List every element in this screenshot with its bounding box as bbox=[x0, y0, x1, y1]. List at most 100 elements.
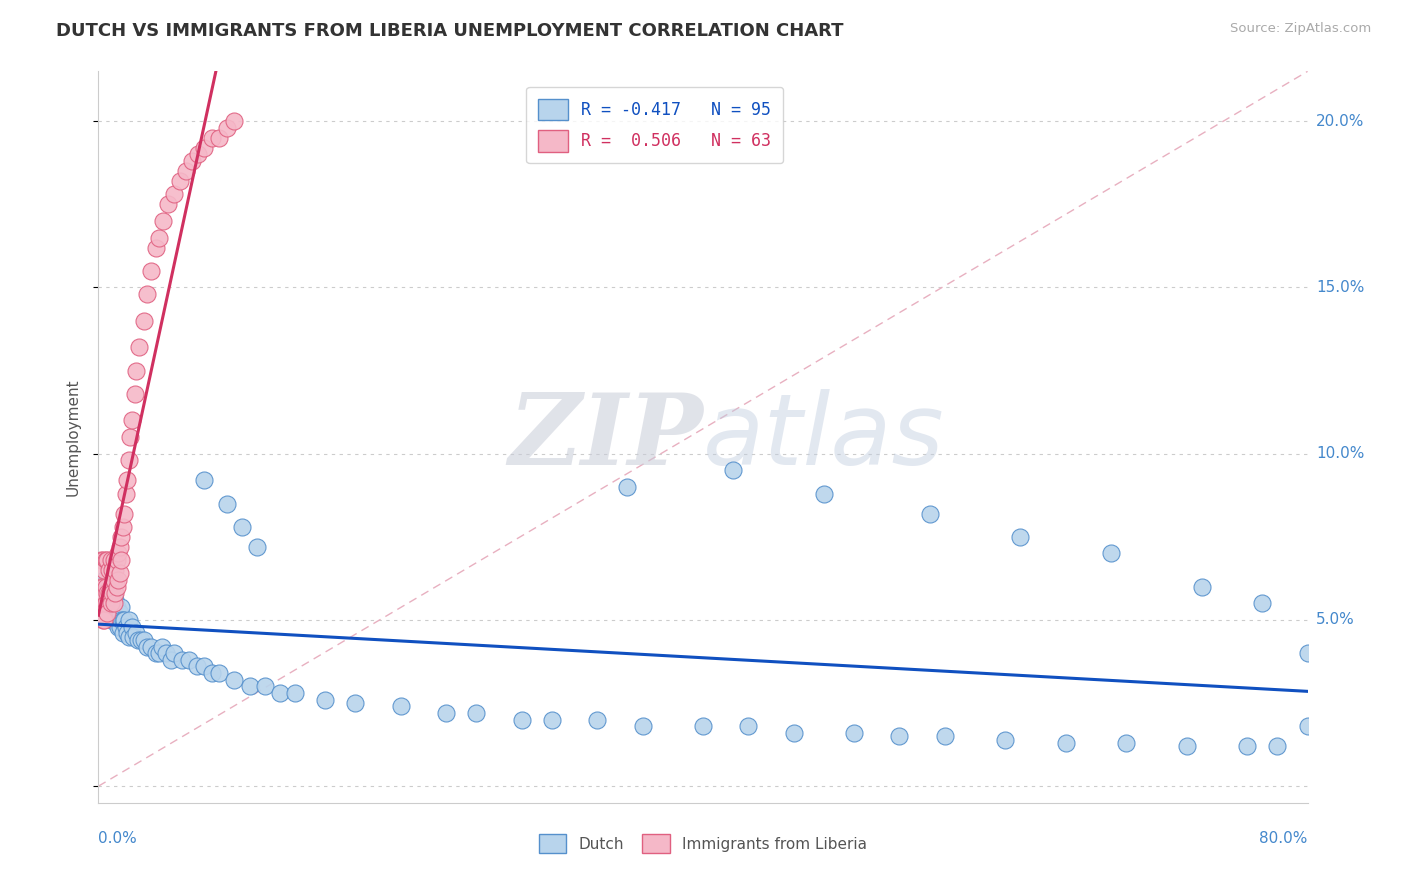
Text: Source: ZipAtlas.com: Source: ZipAtlas.com bbox=[1230, 22, 1371, 36]
Point bbox=[91, 586, 114, 600]
Point bbox=[108, 540, 131, 554]
Point bbox=[101, 586, 124, 600]
Point bbox=[179, 653, 201, 667]
Point bbox=[215, 120, 238, 135]
Text: DUTCH VS IMMIGRANTS FROM LIBERIA UNEMPLOYMENT CORRELATION CHART: DUTCH VS IMMIGRANTS FROM LIBERIA UNEMPLO… bbox=[56, 22, 844, 40]
Point bbox=[110, 553, 132, 567]
Point bbox=[96, 553, 118, 567]
Y-axis label: Unemployment: Unemployment bbox=[65, 378, 80, 496]
Point bbox=[89, 607, 111, 621]
Point bbox=[150, 640, 173, 654]
Point bbox=[132, 314, 155, 328]
Point bbox=[889, 729, 911, 743]
Point bbox=[107, 546, 129, 560]
Point bbox=[253, 680, 276, 694]
Point bbox=[107, 607, 129, 621]
Point bbox=[344, 696, 367, 710]
Point bbox=[127, 632, 149, 647]
Point bbox=[208, 131, 231, 145]
Point bbox=[94, 596, 117, 610]
Point bbox=[111, 520, 134, 534]
Point bbox=[94, 553, 117, 567]
Point bbox=[723, 463, 745, 477]
Point bbox=[96, 607, 118, 621]
Point bbox=[105, 599, 128, 614]
Point bbox=[96, 593, 118, 607]
Point bbox=[91, 553, 114, 567]
Point bbox=[1236, 739, 1258, 754]
Point bbox=[94, 580, 117, 594]
Point bbox=[193, 473, 215, 487]
Point bbox=[155, 646, 177, 660]
Point bbox=[174, 164, 197, 178]
Point bbox=[103, 586, 125, 600]
Point bbox=[148, 646, 170, 660]
Point bbox=[1010, 530, 1032, 544]
Point bbox=[1296, 719, 1319, 733]
Point bbox=[128, 340, 150, 354]
Point bbox=[215, 497, 238, 511]
Point bbox=[118, 630, 141, 644]
Text: atlas: atlas bbox=[703, 389, 945, 485]
Legend: Dutch, Immigrants from Liberia: Dutch, Immigrants from Liberia bbox=[531, 826, 875, 861]
Point bbox=[101, 563, 124, 577]
Point bbox=[141, 264, 163, 278]
Point bbox=[181, 154, 204, 169]
Point bbox=[103, 573, 125, 587]
Point bbox=[103, 599, 125, 614]
Point bbox=[389, 699, 412, 714]
Point bbox=[201, 131, 224, 145]
Point bbox=[121, 413, 143, 427]
Point bbox=[1175, 739, 1198, 754]
Point bbox=[156, 197, 179, 211]
Point bbox=[94, 596, 117, 610]
Point bbox=[98, 607, 121, 621]
Point bbox=[314, 692, 336, 706]
Text: 15.0%: 15.0% bbox=[1316, 280, 1364, 295]
Point bbox=[1099, 546, 1122, 560]
Point bbox=[101, 607, 124, 621]
Point bbox=[105, 553, 128, 567]
Point bbox=[96, 599, 118, 614]
Point bbox=[103, 613, 125, 627]
Point bbox=[93, 586, 115, 600]
Point bbox=[105, 613, 128, 627]
Text: 80.0%: 80.0% bbox=[1260, 830, 1308, 846]
Point bbox=[108, 566, 131, 581]
Point bbox=[98, 586, 121, 600]
Point bbox=[434, 706, 457, 720]
Point bbox=[163, 646, 186, 660]
Point bbox=[115, 473, 138, 487]
Point bbox=[94, 586, 117, 600]
Point bbox=[813, 486, 835, 500]
Point bbox=[90, 580, 112, 594]
Point bbox=[111, 626, 134, 640]
Text: 5.0%: 5.0% bbox=[1316, 613, 1354, 627]
Point bbox=[132, 632, 155, 647]
Point bbox=[1115, 736, 1137, 750]
Point bbox=[1191, 580, 1213, 594]
Point bbox=[98, 563, 121, 577]
Point bbox=[125, 626, 148, 640]
Point bbox=[269, 686, 291, 700]
Point bbox=[934, 729, 956, 743]
Point bbox=[108, 619, 131, 633]
Point bbox=[91, 613, 114, 627]
Point bbox=[118, 453, 141, 467]
Point bbox=[91, 580, 114, 594]
Point bbox=[122, 630, 145, 644]
Point bbox=[110, 599, 132, 614]
Point bbox=[108, 607, 131, 621]
Point bbox=[98, 586, 121, 600]
Point bbox=[100, 593, 122, 607]
Point bbox=[631, 719, 654, 733]
Point bbox=[1054, 736, 1077, 750]
Point bbox=[135, 287, 157, 301]
Point bbox=[110, 530, 132, 544]
Point bbox=[111, 613, 134, 627]
Point bbox=[104, 593, 127, 607]
Point bbox=[193, 141, 215, 155]
Point bbox=[103, 553, 125, 567]
Point bbox=[114, 619, 136, 633]
Point bbox=[540, 713, 562, 727]
